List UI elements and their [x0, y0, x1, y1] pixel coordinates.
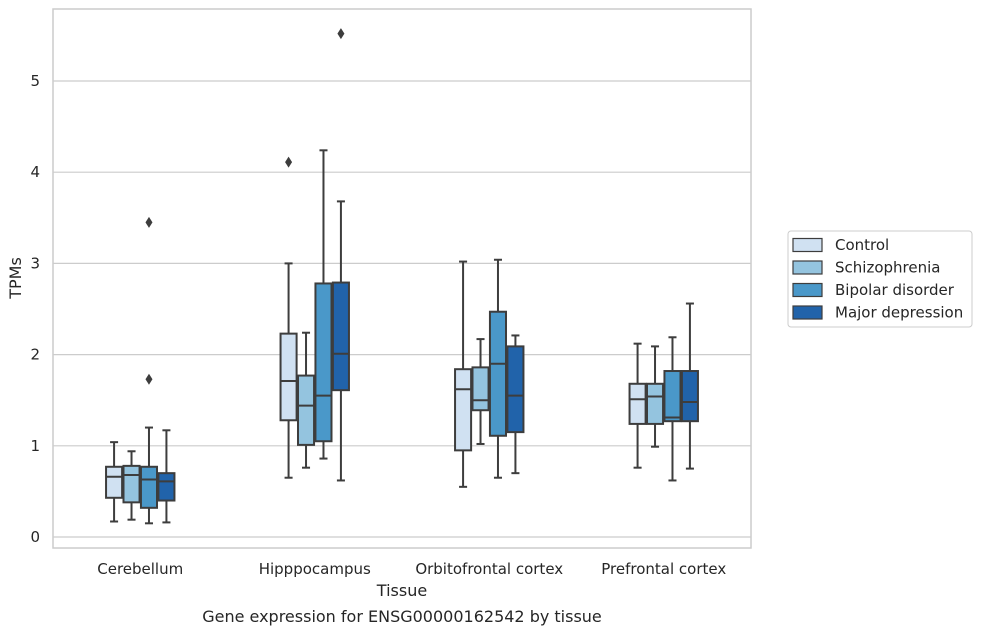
box-series	[105, 28, 699, 525]
legend-swatch	[792, 260, 823, 275]
legend-swatch	[792, 282, 823, 298]
legend-label: Bipolar disorder	[835, 281, 955, 299]
iqr-box	[645, 382, 665, 425]
y-tick-label: 3	[30, 254, 40, 272]
legend-swatch	[792, 237, 823, 253]
legend-swatch	[792, 305, 823, 320]
x-tick-label: Hipppocampus	[259, 560, 371, 578]
iqr-box	[488, 310, 508, 437]
iqr-box	[157, 472, 176, 502]
x-tick-label: Prefrontal cortex	[601, 560, 726, 578]
iqr-box	[680, 370, 699, 423]
y-tick-label: 1	[30, 437, 40, 455]
box-element	[506, 334, 525, 475]
x-axis-ticks: Cerebellum Hipppocampus Orbitofrontal cort…	[97, 560, 726, 578]
outlier-marker	[145, 373, 153, 385]
legend-label: Major depression	[835, 304, 963, 322]
legend-frame	[787, 230, 973, 328]
iqr-box	[279, 332, 298, 422]
series-schizophrenia	[122, 331, 665, 521]
iqr-box	[663, 370, 682, 423]
iqr-box	[628, 382, 647, 425]
iqr-box	[331, 281, 350, 392]
grid-lines	[53, 80, 751, 538]
iqr-box	[296, 374, 316, 446]
legend-label: Schizophrenia	[835, 259, 940, 277]
x-tick-label: Cerebellum	[97, 560, 183, 578]
plot-frame	[52, 8, 752, 549]
series-control	[105, 156, 647, 523]
y-tick-label: 4	[30, 163, 40, 181]
legend: Control Schizophrenia Bipolar disorder Majo…	[787, 230, 973, 328]
y-tick-label: 2	[30, 346, 40, 364]
box-element	[331, 28, 350, 482]
box-element	[645, 345, 665, 448]
iqr-box	[314, 282, 333, 443]
box-element	[279, 156, 298, 479]
box-element	[157, 429, 176, 524]
box-element	[680, 302, 699, 470]
y-axis-title: TPMs	[6, 257, 25, 300]
iqr-box	[139, 465, 159, 509]
box-element	[139, 216, 159, 525]
iqr-box	[506, 345, 525, 434]
iqr-box	[105, 465, 124, 499]
series-bipolar-disorder	[139, 149, 682, 525]
legend-label: Control	[835, 236, 889, 254]
outlier-marker	[285, 156, 293, 168]
y-axis-ticks: 0 1 2 3 4 5	[30, 72, 40, 546]
y-tick-label: 5	[30, 72, 40, 90]
x-tick-label: Orbitofrontal cortex	[415, 560, 563, 578]
iqr-box	[122, 464, 141, 504]
chart-caption: Gene expression for ENSG00000162542 by t…	[202, 607, 602, 626]
box-element	[314, 149, 333, 460]
box-element	[454, 260, 473, 488]
outlier-marker	[337, 28, 345, 40]
box-element	[122, 450, 141, 521]
y-tick-label: 0	[30, 528, 40, 546]
outlier-marker	[145, 216, 153, 228]
box-element	[296, 331, 316, 469]
x-axis-title: Tissue	[376, 581, 427, 600]
box-element	[628, 342, 647, 469]
box-element	[105, 441, 124, 523]
box-element	[471, 338, 490, 445]
box-element	[663, 336, 682, 482]
box-element	[488, 258, 508, 479]
iqr-box	[454, 368, 473, 452]
iqr-box	[471, 366, 490, 412]
series-major-depression	[157, 28, 699, 524]
